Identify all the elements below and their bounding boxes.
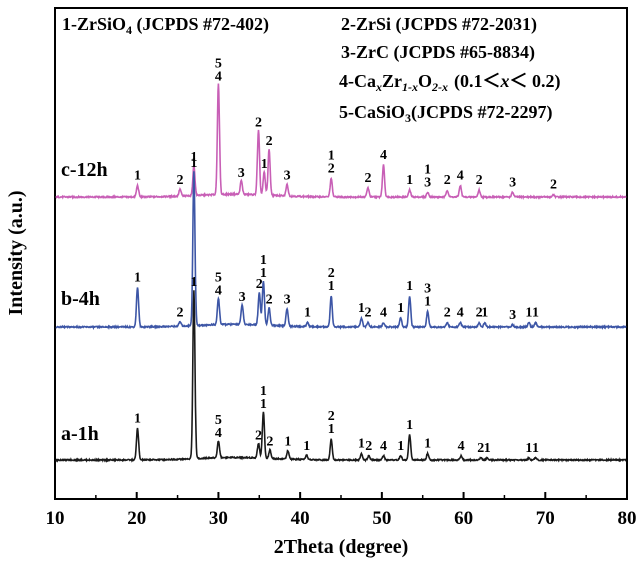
x-tick-label: 70 — [536, 508, 555, 529]
peak-label: 4 — [215, 70, 222, 85]
peak-label: 1 — [190, 150, 197, 165]
peak-label: 1 — [328, 149, 335, 164]
peak-label: 2 — [256, 277, 263, 292]
peak-label: 4 — [380, 148, 387, 163]
peak-label: 4 — [380, 306, 387, 321]
peak-label: 4 — [215, 426, 222, 441]
peak-label: 1 — [406, 279, 413, 294]
peak-label: 2 — [444, 173, 451, 188]
peak-label: 1 — [190, 156, 197, 171]
series-label-c-12h: c-12h — [61, 159, 108, 181]
peak-label: 3 — [239, 290, 246, 305]
peak-label: 1 — [525, 441, 532, 456]
peak-label: 1 — [284, 435, 291, 450]
peak-label: 2 — [365, 306, 372, 321]
peak-label: 1 — [328, 422, 335, 437]
peak-label: 1 — [424, 437, 431, 452]
peak-label: 1 — [260, 384, 267, 399]
peak-label: 1 — [190, 275, 197, 290]
peak-label: 3 — [509, 308, 516, 323]
peak-label: 3 — [424, 282, 431, 297]
legend-item-zrsi: 2-ZrSi (JCPDS #72-2031) — [341, 14, 537, 35]
peak-label: 2 — [476, 173, 483, 188]
legend-item-zrsio4: 1-ZrSiO4 (JCPDS #72-402) — [62, 14, 269, 37]
peak-label: 4 — [457, 169, 464, 184]
peak-label: 1 — [134, 169, 141, 184]
peak-label: 1 — [328, 279, 335, 294]
series-line-c-12h — [55, 83, 627, 201]
peak-label: 1 — [406, 173, 413, 188]
legend: 1-ZrSiO4 (JCPDS #72-402) 2-ZrSi (JCPDS #… — [62, 14, 561, 125]
peak-label: 1 — [260, 397, 267, 412]
peak-label: 1 — [260, 253, 267, 268]
legend-item-cazro: 4-CaxZr1-xO2-x (0.1＜x＜ 0.2) — [339, 71, 561, 94]
peak-label: 2 — [255, 116, 262, 131]
peak-label: 2 — [550, 178, 557, 193]
peak-label: 1 — [484, 441, 491, 456]
x-tick-label: 10 — [46, 508, 65, 529]
peak-label: 2 — [266, 292, 273, 307]
peak-label: 1 — [358, 301, 365, 316]
peak-label: 4 — [458, 439, 465, 454]
peak-label: 1 — [406, 418, 413, 433]
legend-item-zrc: 3-ZrC (JCPDS #65-8834) — [341, 42, 535, 63]
peak-label: 2 — [177, 306, 184, 321]
peak-label: 1 — [134, 412, 141, 427]
peak-label: 2 — [476, 306, 483, 321]
peak-label: 4 — [380, 439, 387, 454]
x-tick-label: 60 — [454, 508, 473, 529]
peak-label: 5 — [215, 413, 222, 428]
peak-label: 2 — [365, 171, 372, 186]
y-axis-label: Intensity (a.u.) — [5, 190, 27, 315]
peak-label: 5 — [215, 57, 222, 72]
x-tick-label: 50 — [372, 508, 391, 529]
peak-label: 2 — [328, 162, 335, 177]
peak-label: 5 — [215, 271, 222, 286]
series-line-a-1h — [55, 290, 627, 463]
peak-label: 2 — [477, 441, 484, 456]
peak-label: 1 — [303, 439, 310, 454]
series-label-a-1h: a-1h — [61, 423, 99, 445]
legend-item-casio3: 5-CaSiO3(JCPDS #72-2297) — [339, 102, 553, 125]
peak-label: 4 — [215, 284, 222, 299]
peak-label: 3 — [284, 292, 291, 307]
peak-label: 3 — [284, 169, 291, 184]
peak-label: 2 — [444, 306, 451, 321]
peak-label: 2 — [266, 134, 273, 149]
series-line-b-4h — [55, 171, 627, 331]
peak-label: 2 — [328, 266, 335, 281]
peak-label: 1 — [481, 306, 488, 321]
peak-label: 2 — [328, 409, 335, 424]
peak-label: 3 — [238, 166, 245, 181]
peak-label: 3 — [509, 175, 516, 190]
peak-label: 1 — [397, 439, 404, 454]
peak-label: 2 — [177, 173, 184, 188]
peak-label: 2 — [266, 435, 273, 450]
peak-label: 4 — [457, 306, 464, 321]
peak-label: 1 — [532, 306, 539, 321]
series-label-b-4h: b-4h — [61, 288, 100, 310]
peak-label: 1 — [358, 437, 365, 452]
peak-label: 1 — [261, 157, 268, 172]
peak-label: 2 — [365, 439, 372, 454]
peak-label: 3 — [424, 175, 431, 190]
peak-label: 1 — [134, 270, 141, 285]
peak-label: 1 — [424, 295, 431, 310]
x-axis-label: 2Theta (degree) — [274, 536, 409, 558]
peak-label: 1 — [304, 306, 311, 321]
peak-label: 1 — [424, 162, 431, 177]
peak-label: 1 — [532, 441, 539, 456]
peak-label: 2 — [255, 428, 262, 443]
peak-label: 1 — [525, 306, 532, 321]
x-tick-label: 80 — [618, 508, 637, 529]
x-tick-label: 20 — [127, 508, 146, 529]
peak-label: 1 — [260, 266, 267, 281]
x-tick-label: 40 — [291, 508, 310, 529]
peak-label: 1 — [397, 301, 404, 316]
x-tick-label: 30 — [209, 508, 228, 529]
